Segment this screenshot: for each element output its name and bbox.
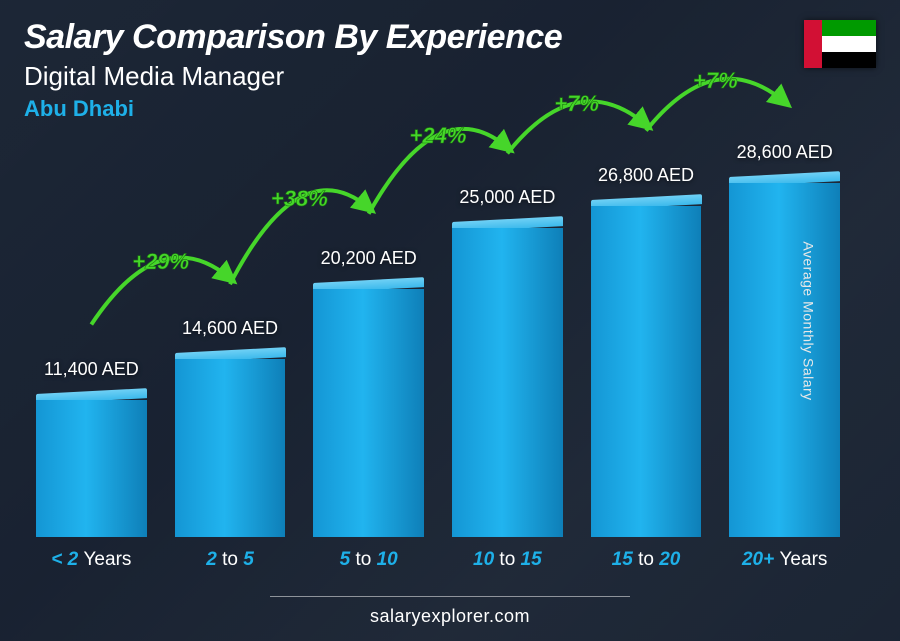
bar-slot: 11,400 AED bbox=[36, 394, 147, 537]
bar bbox=[36, 394, 147, 537]
chart-area: +29%+38%+24%+7%+7% 11,400 AED14,600 AED2… bbox=[36, 130, 840, 571]
x-axis-label: 20+ Years bbox=[729, 549, 840, 571]
bar-value-label: 25,000 AED bbox=[419, 187, 596, 208]
bar-value-label: 20,200 AED bbox=[280, 248, 457, 269]
x-axis-label: 2 to 5 bbox=[175, 549, 286, 571]
y-axis-label: Average Monthly Salary bbox=[800, 241, 816, 400]
bar bbox=[729, 177, 840, 537]
x-axis-label: 10 to 15 bbox=[452, 549, 563, 571]
bar bbox=[452, 222, 563, 537]
chart-location: Abu Dhabi bbox=[24, 96, 876, 122]
x-axis-labels: < 2 Years 2 to 5 5 to 10 10 to 15 15 to 20 20… bbox=[36, 549, 840, 571]
bar-value-label: 11,400 AED bbox=[3, 359, 180, 380]
x-axis-label: < 2 Years bbox=[36, 549, 147, 571]
bar bbox=[175, 353, 286, 537]
chart-subtitle: Digital Media Manager bbox=[24, 61, 876, 92]
bar bbox=[591, 200, 702, 537]
bar bbox=[313, 283, 424, 537]
bar-value-label: 28,600 AED bbox=[696, 142, 873, 163]
bar-value-label: 26,800 AED bbox=[558, 165, 735, 186]
bar-slot: 20,200 AED bbox=[313, 283, 424, 537]
bar-slot: 14,600 AED bbox=[175, 353, 286, 537]
footer-source: salaryexplorer.com bbox=[0, 606, 900, 627]
bar-slot: 28,600 AED bbox=[729, 177, 840, 537]
bar-value-label: 14,600 AED bbox=[141, 318, 318, 339]
uae-flag-icon bbox=[804, 20, 876, 68]
x-axis-label: 5 to 10 bbox=[313, 549, 424, 571]
bar-slot: 26,800 AED bbox=[591, 200, 702, 537]
pct-change-label: +24% bbox=[410, 123, 467, 148]
chart-title: Salary Comparison By Experience bbox=[24, 18, 876, 57]
footer-divider bbox=[270, 596, 630, 597]
bars-container: 11,400 AED14,600 AED20,200 AED25,000 AED… bbox=[36, 177, 840, 537]
bar-slot: 25,000 AED bbox=[452, 222, 563, 537]
x-axis-label: 15 to 20 bbox=[591, 549, 702, 571]
